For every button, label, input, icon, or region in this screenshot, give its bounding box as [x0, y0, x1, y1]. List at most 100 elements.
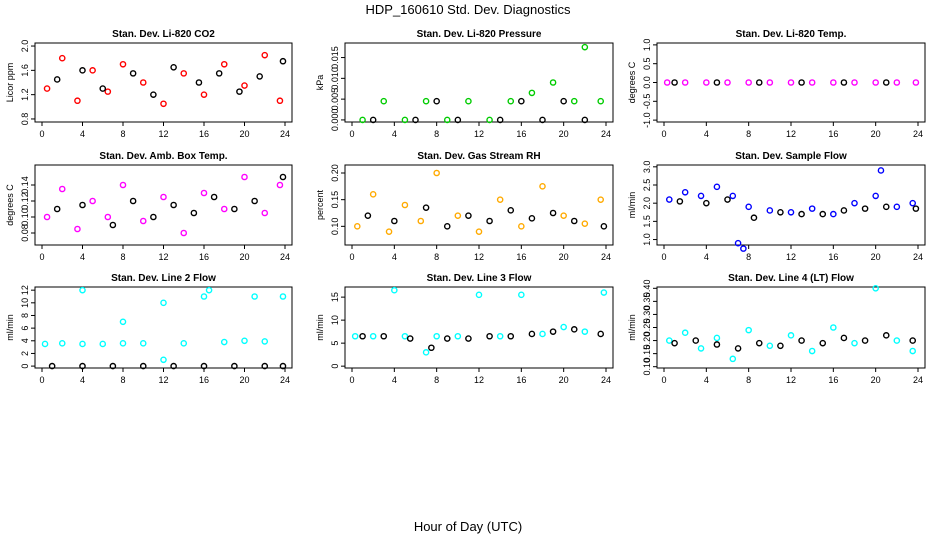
data-point	[507, 207, 515, 214]
data-point	[745, 326, 752, 334]
y-axis-label: kPa	[315, 75, 325, 91]
y-tick-label: 1.0	[642, 39, 652, 52]
x-tick-label: 12	[158, 252, 168, 262]
x-tick-label: 16	[828, 252, 838, 262]
data-point	[220, 338, 228, 346]
x-tick-label: 8	[120, 129, 125, 139]
data-point	[872, 192, 879, 200]
data-point	[787, 208, 795, 216]
panel-9: Stan. Dev. Line 4 (LT) Flow 0 4 8 12 16 20 24 0.…	[627, 273, 926, 385]
data-point	[79, 286, 86, 294]
series-1	[665, 285, 917, 363]
data-point	[909, 199, 917, 207]
data-point	[861, 205, 869, 212]
data-point	[570, 326, 578, 333]
x-tick-label: 0	[39, 252, 44, 262]
data-point	[507, 332, 515, 340]
x-tick-label: 20	[559, 375, 569, 385]
data-point	[539, 183, 546, 190]
data-point	[180, 70, 188, 77]
x-tick-label: 12	[158, 375, 168, 385]
y-tick-label: 0.8	[20, 113, 30, 126]
data-point	[777, 342, 784, 350]
data-point	[104, 213, 112, 221]
data-point	[851, 339, 858, 347]
data-point	[703, 199, 710, 207]
data-point	[261, 51, 269, 59]
data-point	[89, 67, 96, 74]
series-2	[369, 97, 589, 124]
data-point	[139, 340, 147, 347]
data-point	[53, 76, 61, 83]
data-point	[808, 347, 816, 355]
data-point	[597, 97, 605, 105]
data-point	[729, 355, 737, 363]
y-axis-label: ml/min	[315, 314, 325, 341]
data-point	[443, 223, 451, 230]
panel-title: Stan. Dev. Line 4 (LT) Flow	[728, 273, 854, 284]
data-point	[681, 329, 689, 337]
page-title: HDP_160610 Std. Dev. Diagnostics	[365, 2, 571, 17]
data-point	[231, 362, 238, 370]
data-point	[401, 116, 409, 124]
y-tick-label: 5	[330, 341, 340, 346]
data-point	[518, 291, 525, 299]
data-point	[220, 60, 228, 68]
data-point	[912, 205, 920, 212]
x-tick-label: 16	[199, 252, 209, 262]
data-point	[777, 208, 784, 216]
data-point	[256, 73, 263, 80]
data-point	[581, 116, 589, 124]
data-point	[671, 79, 678, 86]
y-tick-label: 12	[20, 285, 30, 295]
data-point	[798, 210, 805, 218]
y-tick-label: 8	[20, 313, 30, 318]
data-point	[401, 332, 409, 340]
plot-frame	[34, 42, 293, 123]
y-tick-label: 0.15	[330, 191, 340, 209]
y-tick-label: 0.12	[20, 192, 30, 210]
y-tick-label: 1.5	[642, 215, 652, 228]
data-point	[840, 79, 848, 86]
panel-5: Stan. Dev. Gas Stream RH 0 4 8 12 16 20 24 0.10 0…	[315, 151, 614, 262]
data-point	[560, 97, 567, 105]
data-point	[851, 199, 858, 207]
y-axis-label: ml/min	[627, 314, 637, 341]
data-point	[766, 342, 774, 350]
data-point	[220, 205, 228, 213]
data-point	[766, 207, 774, 214]
panel-title: Stan. Dev. Li-820 Pressure	[417, 29, 542, 40]
data-point	[74, 225, 81, 233]
data-point	[53, 205, 61, 213]
data-point	[713, 183, 721, 191]
data-point	[893, 203, 901, 211]
panel-2: Stan. Dev. Li-820 Pressure 0 4 8 12 16 20 24 0.0…	[315, 29, 614, 139]
x-tick-label: 8	[434, 129, 439, 139]
data-point	[681, 79, 689, 86]
x-tick-label: 16	[516, 375, 526, 385]
x-tick-label: 4	[80, 252, 85, 262]
data-point	[581, 220, 589, 227]
data-point	[882, 79, 890, 86]
series-2	[671, 332, 917, 352]
data-point	[549, 209, 557, 217]
y-tick-label: 0.25	[642, 319, 652, 337]
data-point	[241, 337, 248, 345]
data-point	[703, 79, 710, 86]
x-tick-label: 16	[828, 129, 838, 139]
x-tick-label: 12	[474, 375, 484, 385]
x-tick-label: 16	[516, 252, 526, 262]
data-point	[210, 193, 218, 201]
data-point	[600, 223, 608, 230]
x-tick-label: 20	[871, 129, 881, 139]
data-point	[724, 196, 731, 203]
y-tick-label: 0.15	[642, 345, 652, 363]
y-tick-label: 0.30	[642, 306, 652, 324]
data-point	[422, 349, 430, 356]
data-point	[190, 209, 198, 217]
data-point	[359, 116, 366, 124]
x-tick-label: 16	[199, 375, 209, 385]
data-point	[41, 340, 49, 348]
panel-title: Stan. Dev. Sample Flow	[735, 151, 847, 162]
x-tick-label: 4	[80, 375, 85, 385]
